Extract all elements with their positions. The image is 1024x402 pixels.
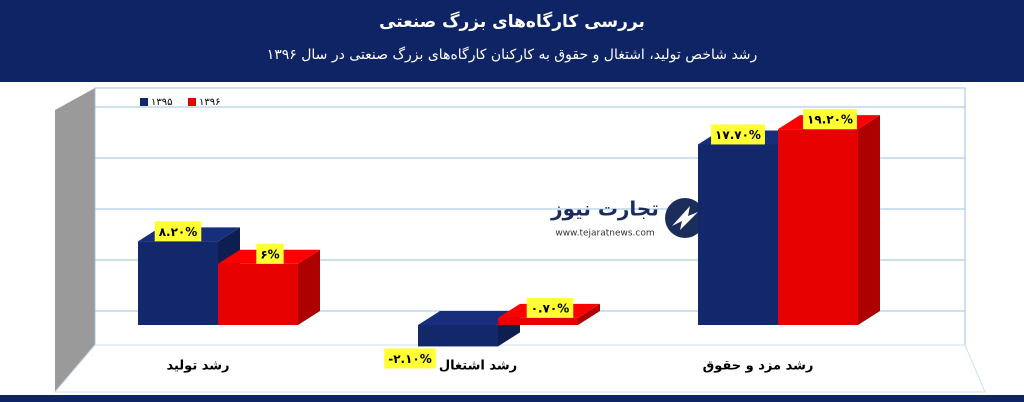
value-label: ۱۹.۲۰% bbox=[807, 113, 853, 127]
x-tick-label: رشد اشتغال bbox=[439, 359, 517, 374]
x-tick-label: رشد مزد و حقوق bbox=[703, 359, 814, 374]
bar-front bbox=[778, 129, 858, 325]
bar bbox=[418, 311, 520, 347]
footer-band bbox=[0, 395, 1024, 402]
bar-front bbox=[218, 263, 298, 325]
bar-top bbox=[418, 311, 520, 325]
bar-side bbox=[298, 249, 320, 325]
value-label-bg bbox=[256, 243, 284, 264]
bar-side bbox=[858, 115, 880, 325]
side-wall bbox=[55, 88, 95, 392]
value-label: -۲.۱۰% bbox=[388, 352, 432, 366]
legend-swatch bbox=[188, 98, 196, 106]
legend-label: ۱۳۹۶ bbox=[199, 97, 220, 108]
bar-front bbox=[418, 325, 498, 347]
bar bbox=[778, 115, 880, 325]
value-label-bg bbox=[711, 124, 765, 145]
legend-label: ۱۳۹۵ bbox=[151, 97, 172, 108]
value-label: ۶% bbox=[260, 247, 279, 261]
value-label-bg bbox=[526, 297, 574, 318]
watermark-name: تجارت نیوز bbox=[550, 197, 659, 221]
value-label-bg bbox=[384, 348, 436, 369]
watermark-logo-mark bbox=[672, 206, 698, 230]
chart-title: بررسی کارگاه‌های بزرگ صنعتی bbox=[379, 11, 645, 32]
bar-side bbox=[578, 303, 600, 325]
value-label: ۸.۲۰% bbox=[159, 225, 198, 239]
legend-swatch bbox=[140, 98, 148, 106]
value-label-bg bbox=[803, 109, 857, 130]
bar-front bbox=[698, 144, 778, 325]
bar-front bbox=[498, 317, 578, 325]
header-band bbox=[0, 0, 1024, 82]
value-label: ۰.۷۰% bbox=[531, 301, 570, 315]
chart-subtitle: رشد شاخص تولید، اشتغال و حقوق به کارکنان… bbox=[267, 45, 758, 63]
value-label: ۱۷.۷۰% bbox=[715, 128, 761, 142]
bar-front bbox=[138, 241, 218, 325]
floor bbox=[53, 344, 986, 393]
x-tick-label: رشد تولید bbox=[166, 359, 229, 374]
bar bbox=[218, 249, 320, 325]
value-label-bg bbox=[154, 221, 202, 242]
watermark: تجارت نیوز www.tejaratnews.com bbox=[550, 197, 705, 239]
watermark-url: www.tejaratnews.com bbox=[555, 229, 654, 239]
